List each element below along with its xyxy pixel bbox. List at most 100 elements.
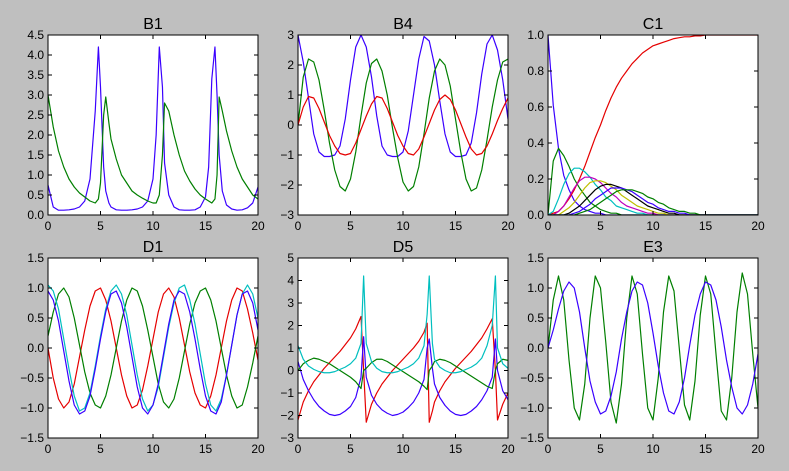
x-tick-label: 0 [545, 219, 552, 233]
axes-b4 [298, 35, 508, 215]
series-group [298, 275, 508, 423]
y-tick-label: −1.0 [520, 401, 544, 415]
series-line-blue [298, 336, 508, 417]
x-tick-label: 15 [449, 442, 463, 456]
x-tick-label: 20 [501, 442, 515, 456]
y-tick-label: 2 [287, 58, 294, 72]
series-group [548, 272, 758, 424]
x-tick-label: 5 [97, 219, 104, 233]
axes-e3 [548, 258, 758, 438]
x-tick-label: 20 [751, 219, 765, 233]
x-tick-label: 10 [396, 219, 410, 233]
y-tick-label: 1.5 [27, 148, 44, 162]
y-tick-label: 0.8 [527, 64, 544, 78]
y-tick-label: 1.0 [27, 168, 44, 182]
x-tick-label: 10 [646, 442, 660, 456]
panel-b1: 0 5 10 15 20 0.0 0.5 1.0 1.5 2.0 2.5 3.0 3.5 4.0 4.5 B1 [27, 16, 265, 233]
y-tick-label: 2.0 [27, 128, 44, 142]
panel-title: D1 [143, 239, 164, 256]
y-tick-label: 4 [287, 274, 294, 288]
series-line-red [298, 315, 508, 423]
y-tick-label: −0.5 [520, 371, 544, 385]
x-tick-label: 20 [751, 442, 765, 456]
y-tick-label: 0.4 [527, 136, 544, 150]
panel-title: C1 [643, 16, 664, 33]
x-tick-label: 10 [146, 442, 160, 456]
series-line-green [548, 272, 758, 424]
x-tick-label: 15 [199, 442, 213, 456]
x-tick-label: 5 [597, 442, 604, 456]
y-tick-label: 0.5 [527, 311, 544, 325]
y-tick-label: −3 [280, 431, 294, 445]
y-tick-label: 4.5 [27, 28, 44, 42]
y-tick-label: 1.0 [527, 281, 544, 295]
series-line-blue [48, 46, 258, 211]
series-group [298, 35, 508, 192]
x-tick-label: 5 [347, 219, 354, 233]
series-line-blue [298, 35, 508, 158]
y-tick-label: −1.5 [20, 431, 44, 445]
x-tick-label: 5 [97, 442, 104, 456]
y-tick-label: 0 [287, 118, 294, 132]
y-tick-label: 0.5 [27, 188, 44, 202]
x-tick-label: 10 [146, 219, 160, 233]
x-tick-label: 15 [699, 219, 713, 233]
x-tick-label: 15 [449, 219, 463, 233]
panel-b4: 0 5 10 15 20 −3 −2 −1 0 1 2 3 B4 [280, 16, 515, 233]
series-line-cyan [298, 275, 508, 374]
series-line-blue [48, 290, 258, 415]
y-tick-label: 0.5 [27, 311, 44, 325]
x-tick-label: 15 [699, 442, 713, 456]
x-tick-label: 5 [347, 442, 354, 456]
axes-b1 [48, 35, 258, 215]
x-tick-label: 15 [199, 219, 213, 233]
panel-c1: 0 5 10 15 20 0.0 0.2 0.4 0.6 0.8 1.0 C1 [527, 16, 765, 233]
panel-e3: 0 5 10 15 20 −1.5 −1.0 −0.5 0.0 0.5 1.0 1.5 E3 [520, 239, 765, 456]
series-line-blue [548, 187, 758, 215]
y-tick-label: −2 [280, 409, 294, 423]
x-tick-label: 20 [251, 442, 265, 456]
series-line-red [48, 287, 258, 409]
y-tick-label: 3 [287, 296, 294, 310]
series-line-blue [548, 281, 758, 415]
y-tick-label: −1.0 [20, 401, 44, 415]
axes-c1 [548, 35, 758, 215]
series-line-black [548, 183, 758, 215]
x-tick-label: 20 [501, 219, 515, 233]
x-tick-label: 0 [45, 219, 52, 233]
x-tick-label: 5 [597, 219, 604, 233]
panel-title: B1 [143, 16, 163, 33]
y-tick-label: 2.5 [27, 108, 44, 122]
y-tick-label: 1.0 [527, 28, 544, 42]
series-line-green [298, 58, 508, 192]
x-tick-label: 0 [295, 219, 302, 233]
y-tick-label: 0.0 [27, 208, 44, 222]
y-tick-label: 3.0 [27, 88, 44, 102]
series-line-red [298, 94, 508, 156]
x-tick-label: 0 [45, 442, 52, 456]
series-line-green [548, 147, 758, 215]
y-tick-label: 0.6 [527, 100, 544, 114]
y-tick-label: 4.0 [27, 48, 44, 62]
panel-d1: 0 5 10 15 20 −1.5 −1.0 −0.5 0.0 0.5 1.0 1.5 D1 [20, 239, 265, 456]
y-tick-label: 2 [287, 319, 294, 333]
series-group [48, 284, 258, 415]
panel-d5: 0 5 10 15 20 −3 −2 −1 0 1 2 3 4 5 D5 [280, 239, 515, 456]
y-tick-label: 3 [287, 28, 294, 42]
axes-d1 [48, 258, 258, 438]
y-tick-label: 0.0 [27, 341, 44, 355]
y-tick-label: 3.5 [27, 68, 44, 82]
y-tick-label: 5 [287, 251, 294, 265]
series-line-cyan [548, 167, 758, 215]
y-tick-label: −0.5 [20, 371, 44, 385]
x-tick-label: 20 [251, 219, 265, 233]
series-line-green [298, 357, 508, 391]
panel-title: B4 [393, 16, 413, 33]
y-tick-label: 0.0 [527, 208, 544, 222]
series-group [48, 46, 258, 211]
y-tick-label: −1 [280, 148, 294, 162]
series-line-green [48, 94, 258, 204]
x-tick-label: 10 [646, 219, 660, 233]
y-tick-label: 0.2 [527, 172, 544, 186]
y-tick-label: −2 [280, 178, 294, 192]
